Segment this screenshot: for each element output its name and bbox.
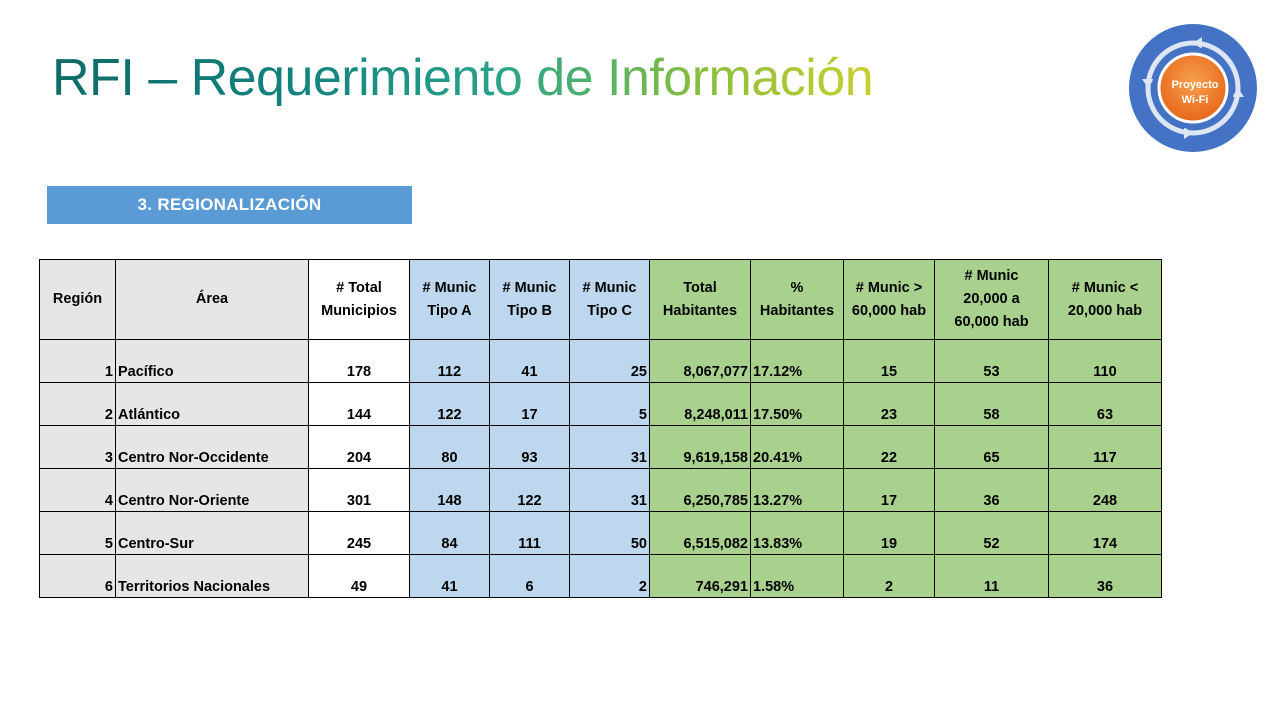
cell-munic-lt-20000: 174 bbox=[1048, 511, 1162, 555]
cell-region: 3 bbox=[39, 425, 116, 469]
cell-munic-gt-60000: 2 bbox=[843, 554, 935, 598]
cell-total-municipios: 49 bbox=[308, 554, 410, 598]
cell-total-municipios: 178 bbox=[308, 339, 410, 383]
cell-tipo-c: 50 bbox=[569, 511, 650, 555]
logo-label: Proyecto Wi-Fi bbox=[1171, 79, 1219, 106]
cell-area: Centro Nor-Occidente bbox=[115, 425, 309, 469]
cell-munic-20000-60000: 58 bbox=[934, 382, 1049, 426]
cell-total-habitantes: 746,291 bbox=[649, 554, 751, 598]
cell-region: 6 bbox=[39, 554, 116, 598]
cell-total-habitantes: 6,515,082 bbox=[649, 511, 751, 555]
regionalization-table: Región Área # Total Municipios # Munic Tip… bbox=[39, 259, 1162, 598]
cell-pct-habitantes: 17.50% bbox=[750, 382, 844, 426]
cell-total-municipios: 245 bbox=[308, 511, 410, 555]
cell-tipo-a: 80 bbox=[409, 425, 490, 469]
table-row: 4 Centro Nor-Oriente 301 148 122 31 6,250,785 1… bbox=[39, 468, 1162, 512]
cell-munic-20000-60000: 36 bbox=[934, 468, 1049, 512]
cell-tipo-c: 5 bbox=[569, 382, 650, 426]
cell-total-municipios: 301 bbox=[308, 468, 410, 512]
table-header-row: Región Área # Total Municipios # Munic Tip… bbox=[39, 259, 1162, 340]
col-header-total-municipios: # Total Municipios bbox=[308, 259, 410, 340]
cell-munic-20000-60000: 11 bbox=[934, 554, 1049, 598]
cell-tipo-c: 31 bbox=[569, 425, 650, 469]
cell-region: 2 bbox=[39, 382, 116, 426]
cell-tipo-a: 84 bbox=[409, 511, 490, 555]
cell-munic-lt-20000: 36 bbox=[1048, 554, 1162, 598]
col-header-total-habitantes: Total Habitantes bbox=[649, 259, 751, 340]
col-header-pct-habitantes: % Habitantes bbox=[750, 259, 844, 340]
cell-pct-habitantes: 20.41% bbox=[750, 425, 844, 469]
col-header-munic-20000-60000: # Munic 20,000 a 60,000 hab bbox=[934, 259, 1049, 340]
cell-munic-lt-20000: 110 bbox=[1048, 339, 1162, 383]
table-row: 2 Atlántico 144 122 17 5 8,248,011 17.50% 23 58 63 bbox=[39, 382, 1162, 426]
col-header-tipo-a: # Munic Tipo A bbox=[409, 259, 490, 340]
cell-area: Pacífico bbox=[115, 339, 309, 383]
col-header-region: Región bbox=[39, 259, 116, 340]
cell-munic-gt-60000: 17 bbox=[843, 468, 935, 512]
cell-tipo-b: 6 bbox=[489, 554, 570, 598]
cell-tipo-b: 111 bbox=[489, 511, 570, 555]
cell-tipo-a: 112 bbox=[409, 339, 490, 383]
cell-region: 1 bbox=[39, 339, 116, 383]
cell-tipo-a: 122 bbox=[409, 382, 490, 426]
cell-area: Centro Nor-Oriente bbox=[115, 468, 309, 512]
cell-tipo-c: 25 bbox=[569, 339, 650, 383]
cell-munic-gt-60000: 23 bbox=[843, 382, 935, 426]
cell-munic-lt-20000: 63 bbox=[1048, 382, 1162, 426]
cell-munic-gt-60000: 19 bbox=[843, 511, 935, 555]
cell-munic-gt-60000: 15 bbox=[843, 339, 935, 383]
cell-tipo-c: 31 bbox=[569, 468, 650, 512]
cell-region: 4 bbox=[39, 468, 116, 512]
cell-pct-habitantes: 13.27% bbox=[750, 468, 844, 512]
col-header-munic-gt-60000: # Munic >60,000 hab bbox=[843, 259, 935, 340]
cell-area: Atlántico bbox=[115, 382, 309, 426]
cell-region: 5 bbox=[39, 511, 116, 555]
cell-pct-habitantes: 13.83% bbox=[750, 511, 844, 555]
cell-tipo-b: 41 bbox=[489, 339, 570, 383]
cell-munic-lt-20000: 248 bbox=[1048, 468, 1162, 512]
table-row: 6 Territorios Nacionales 49 41 6 2 746,291 1.58… bbox=[39, 554, 1162, 598]
table-row: 1 Pacífico 178 112 41 25 8,067,077 17.12% 15 53 11… bbox=[39, 339, 1162, 383]
cell-tipo-c: 2 bbox=[569, 554, 650, 598]
col-header-area: Área bbox=[115, 259, 309, 340]
project-cycle-logo bbox=[1129, 24, 1257, 152]
col-header-tipo-c: # Munic Tipo C bbox=[569, 259, 650, 340]
cell-total-habitantes: 8,067,077 bbox=[649, 339, 751, 383]
cell-total-habitantes: 9,619,158 bbox=[649, 425, 751, 469]
cell-area: Centro-Sur bbox=[115, 511, 309, 555]
cell-total-municipios: 144 bbox=[308, 382, 410, 426]
cell-tipo-a: 148 bbox=[409, 468, 490, 512]
section-heading: 3. REGIONALIZACIÓN bbox=[47, 186, 412, 224]
cell-total-habitantes: 8,248,011 bbox=[649, 382, 751, 426]
col-header-munic-lt-20000: # Munic <20,000 hab bbox=[1048, 259, 1162, 340]
page-title: RFI – Requerimiento de Información bbox=[52, 49, 874, 107]
cell-tipo-b: 122 bbox=[489, 468, 570, 512]
cell-pct-habitantes: 17.12% bbox=[750, 339, 844, 383]
cell-area: Territorios Nacionales bbox=[115, 554, 309, 598]
cell-munic-20000-60000: 53 bbox=[934, 339, 1049, 383]
cell-munic-20000-60000: 65 bbox=[934, 425, 1049, 469]
cell-total-municipios: 204 bbox=[308, 425, 410, 469]
cell-total-habitantes: 6,250,785 bbox=[649, 468, 751, 512]
table-row: 5 Centro-Sur 245 84 111 50 6,515,082 13.83% 19 52… bbox=[39, 511, 1162, 555]
col-header-tipo-b: # Munic Tipo B bbox=[489, 259, 570, 340]
table-row: 3 Centro Nor-Occidente 204 80 93 31 9,619,158 2… bbox=[39, 425, 1162, 469]
cell-munic-20000-60000: 52 bbox=[934, 511, 1049, 555]
cell-pct-habitantes: 1.58% bbox=[750, 554, 844, 598]
cell-tipo-b: 93 bbox=[489, 425, 570, 469]
cell-munic-lt-20000: 117 bbox=[1048, 425, 1162, 469]
cell-tipo-b: 17 bbox=[489, 382, 570, 426]
cell-tipo-a: 41 bbox=[409, 554, 490, 598]
cell-munic-gt-60000: 22 bbox=[843, 425, 935, 469]
